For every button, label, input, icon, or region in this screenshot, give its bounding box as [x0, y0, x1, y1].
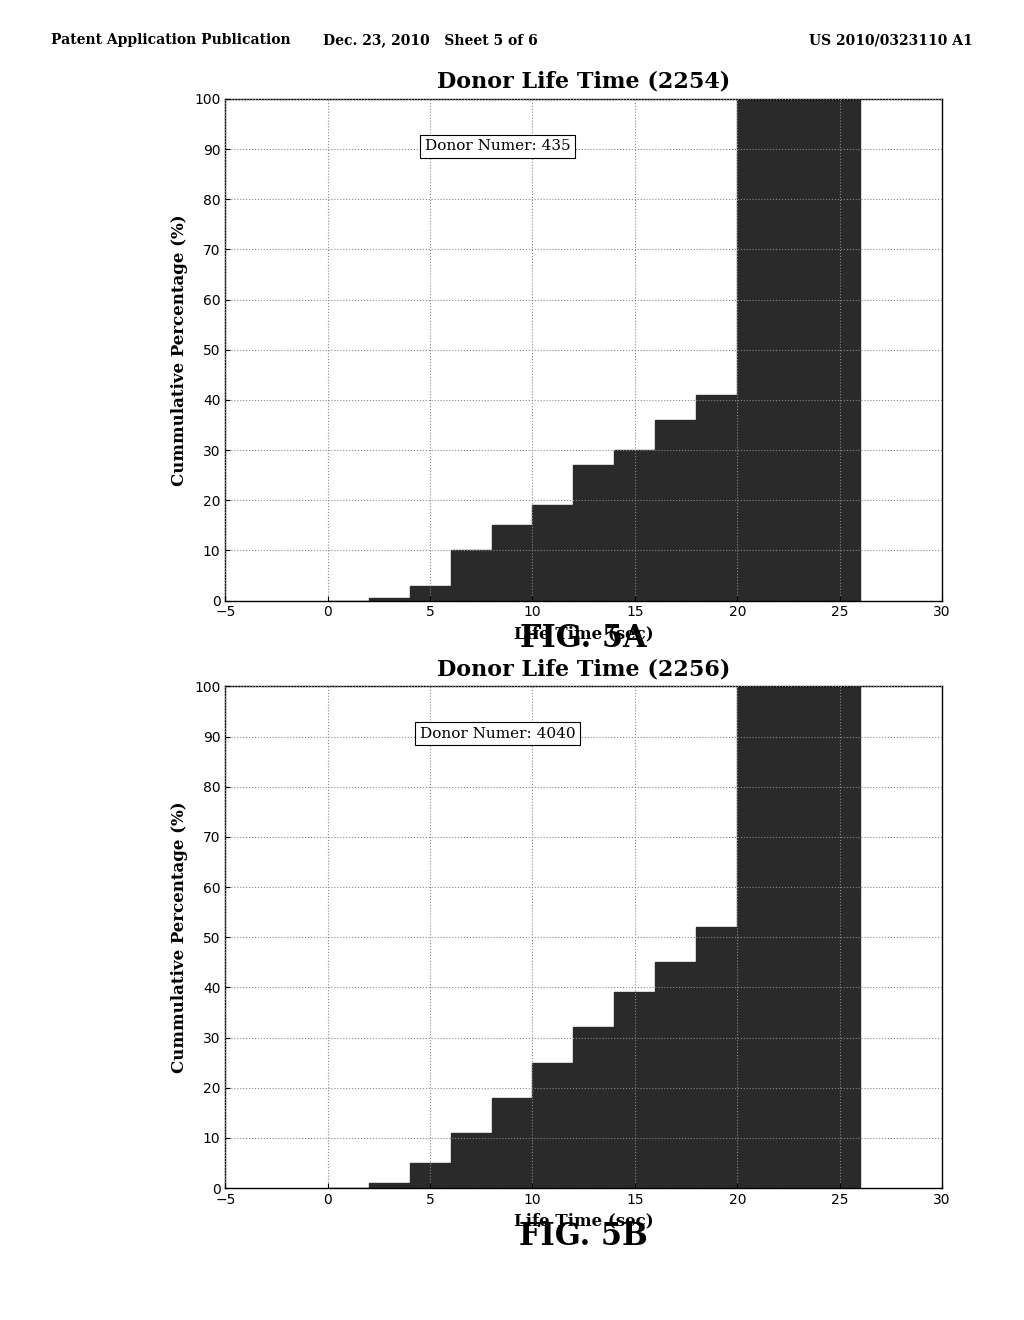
- Text: US 2010/0323110 A1: US 2010/0323110 A1: [809, 33, 973, 48]
- Bar: [696, 395, 737, 601]
- Text: Patent Application Publication: Patent Application Publication: [51, 33, 291, 48]
- Bar: [819, 686, 860, 1188]
- Bar: [573, 465, 614, 601]
- Bar: [451, 550, 492, 601]
- Bar: [778, 686, 819, 1188]
- Bar: [655, 962, 696, 1188]
- Text: Donor Numer: 4040: Donor Numer: 4040: [420, 726, 575, 741]
- Bar: [532, 506, 573, 601]
- Bar: [573, 1027, 614, 1188]
- Bar: [778, 99, 819, 601]
- X-axis label: Life Time (sec): Life Time (sec): [514, 1212, 653, 1229]
- Bar: [369, 1183, 410, 1188]
- Bar: [492, 525, 532, 601]
- Bar: [614, 450, 655, 601]
- Bar: [492, 1098, 532, 1188]
- X-axis label: Life Time (sec): Life Time (sec): [514, 624, 653, 642]
- Bar: [819, 99, 860, 601]
- Bar: [696, 927, 737, 1188]
- Y-axis label: Cummulative Percentage (%): Cummulative Percentage (%): [171, 801, 188, 1073]
- Bar: [369, 598, 410, 601]
- Text: Dec. 23, 2010   Sheet 5 of 6: Dec. 23, 2010 Sheet 5 of 6: [323, 33, 538, 48]
- Text: FIG. 5A: FIG. 5A: [520, 623, 647, 653]
- Y-axis label: Cummulative Percentage (%): Cummulative Percentage (%): [171, 214, 188, 486]
- Text: FIG. 5B: FIG. 5B: [519, 1221, 648, 1251]
- Bar: [614, 993, 655, 1188]
- Bar: [532, 1063, 573, 1188]
- Title: Donor Life Time (2256): Donor Life Time (2256): [437, 659, 730, 680]
- Title: Donor Life Time (2254): Donor Life Time (2254): [437, 71, 730, 92]
- Bar: [451, 1133, 492, 1188]
- Bar: [410, 1163, 451, 1188]
- Bar: [410, 586, 451, 601]
- Bar: [655, 420, 696, 601]
- Bar: [737, 686, 778, 1188]
- Text: Donor Numer: 435: Donor Numer: 435: [425, 139, 570, 153]
- Bar: [737, 99, 778, 601]
